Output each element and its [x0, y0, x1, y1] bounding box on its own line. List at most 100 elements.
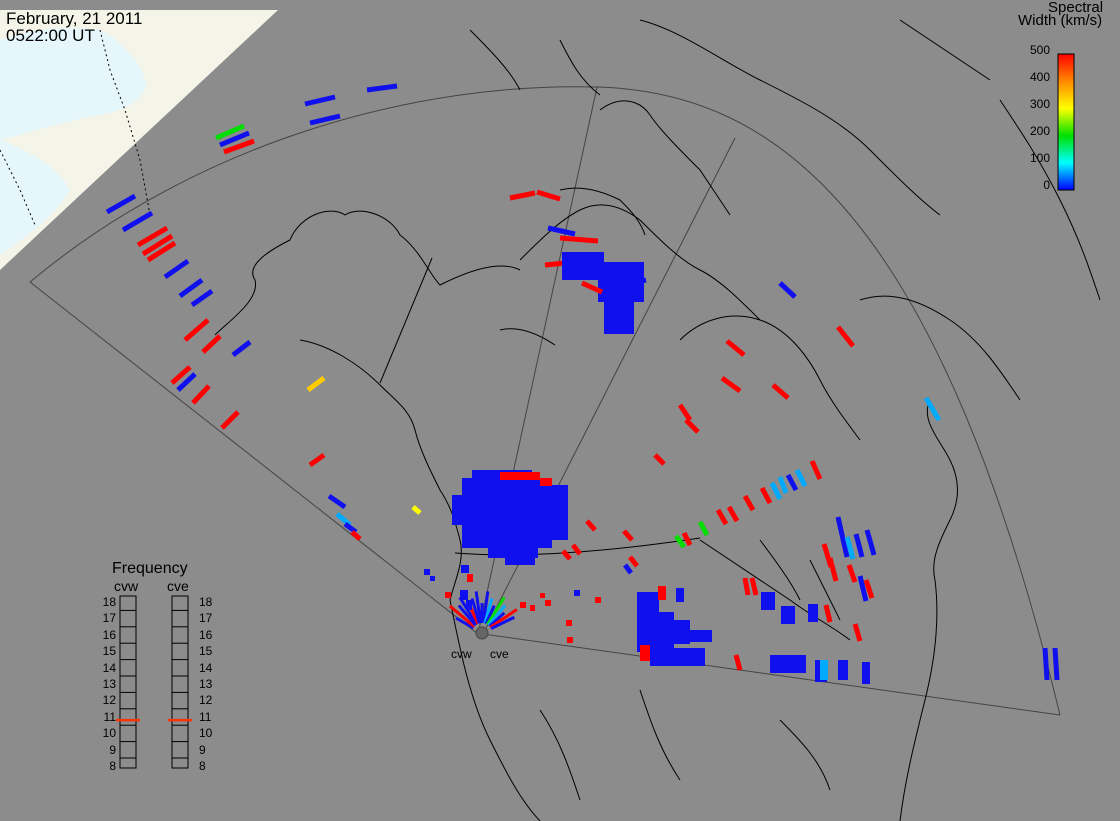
- echo-segment: [725, 339, 746, 357]
- echo-segment: [170, 365, 192, 385]
- echo-segment: [487, 604, 507, 627]
- echo-segment: [742, 577, 751, 596]
- echo-segment: [720, 375, 742, 394]
- echo-segment: [628, 555, 639, 568]
- echo-cell: [567, 637, 573, 643]
- echo-cell: [781, 606, 795, 624]
- echo-segment: [571, 543, 582, 556]
- echo-segment: [726, 505, 740, 523]
- echo-segment: [749, 577, 759, 596]
- echo-segment: [105, 193, 137, 215]
- echo-segment: [448, 604, 476, 628]
- cvw-column-label: cvw: [114, 578, 139, 594]
- cvw-frequency-tick: 15: [102, 644, 116, 659]
- echo-segment: [350, 530, 362, 541]
- cvw-gauge: [119, 595, 137, 769]
- echo-segment: [176, 372, 197, 392]
- echo-segment: [715, 508, 729, 526]
- echo-segment: [141, 233, 174, 257]
- echo-cell: [650, 648, 705, 666]
- cvw-frequency-tick: 17: [102, 611, 116, 626]
- echo-cell: [424, 569, 430, 575]
- echo-cell: [770, 655, 806, 673]
- echo-segment: [483, 597, 494, 624]
- cvw-radar-label: cvw: [451, 647, 472, 661]
- cve-column-label: cve: [167, 578, 189, 594]
- echo-segment: [677, 403, 693, 422]
- echo-segment: [486, 596, 506, 626]
- echo-cell: [658, 586, 666, 600]
- echo-segment: [863, 579, 875, 599]
- echo-segment: [219, 130, 250, 148]
- date-label: February, 21 2011: [6, 9, 143, 28]
- echo-cell: [505, 555, 535, 565]
- echo-segment: [852, 623, 863, 642]
- cve-frequency-tick: 9: [199, 742, 206, 757]
- echo-segment: [163, 258, 190, 280]
- dotted-line-2: [0, 149, 36, 226]
- echo-segment: [190, 288, 214, 308]
- frequency-title: Frequency: [112, 560, 188, 577]
- echo-segment: [622, 529, 634, 542]
- colorbar-tick-100: 100: [1029, 151, 1050, 165]
- echo-segment: [585, 519, 597, 532]
- cvw-frequency-tick: 12: [102, 693, 116, 708]
- echo-cell: [500, 472, 540, 480]
- cvw-frequency-tick: 13: [102, 677, 116, 691]
- echo-segment: [836, 325, 855, 348]
- echo-segment: [201, 334, 222, 354]
- echo-segment: [623, 563, 633, 575]
- echo-cell: [862, 662, 870, 684]
- echo-cell: [430, 576, 435, 581]
- echo-cell: [540, 478, 552, 486]
- echo-cell: [548, 485, 568, 540]
- echo-segment: [178, 277, 204, 299]
- cvw-frequency-tick: 14: [102, 660, 116, 675]
- echo-segment: [457, 604, 477, 627]
- cvw-frequency-tick: 11: [103, 709, 116, 724]
- echo-segment: [580, 280, 604, 295]
- echo-segment: [794, 468, 808, 488]
- daylight-sea-2: [0, 140, 70, 255]
- echo-cell: [808, 604, 818, 622]
- radar-site-marker: [475, 626, 489, 640]
- cvw-frequency-tick: 18: [102, 595, 116, 609]
- echo-segment: [809, 459, 823, 481]
- echo-segment: [853, 533, 865, 558]
- echo-segment: [481, 591, 490, 624]
- cvw-frequency-tick: 8: [109, 759, 116, 773]
- echo-cell: [520, 602, 526, 608]
- echo-segment: [146, 240, 177, 263]
- echo-segment: [474, 591, 483, 624]
- echo-cell: [545, 600, 551, 606]
- echo-segment: [121, 210, 154, 233]
- echo-segment: [785, 473, 799, 492]
- echo-segment: [470, 597, 481, 624]
- echo-segment: [864, 529, 877, 556]
- echo-segment: [1042, 647, 1050, 681]
- echo-segment: [488, 611, 506, 628]
- echo-segment: [759, 486, 773, 505]
- cve-frequency-tick: 17: [199, 611, 213, 626]
- cve-frequency-tick: 11: [199, 709, 212, 724]
- cve-frequency-tick: 16: [199, 627, 213, 642]
- echo-segment: [559, 235, 599, 244]
- cve-frequency-tick: 10: [199, 726, 213, 741]
- echo-segment: [846, 564, 858, 583]
- echo-cell: [467, 574, 473, 582]
- echo-segment: [484, 604, 496, 625]
- echo-segment: [136, 225, 169, 248]
- cve-frequency-tick: 15: [199, 644, 213, 659]
- echo-segment: [673, 534, 687, 549]
- echo-cell: [461, 565, 469, 573]
- echo-cell: [595, 597, 601, 603]
- frequency-gauges: [116, 595, 192, 769]
- echo-segment: [455, 616, 475, 630]
- echo-cell: [445, 592, 451, 598]
- colorbar-tick-300: 300: [1029, 97, 1050, 111]
- echo-segment: [308, 452, 326, 468]
- echo-cell: [637, 592, 659, 652]
- echo-cell: [676, 588, 684, 602]
- cve-frequency-tick: 14: [199, 660, 213, 675]
